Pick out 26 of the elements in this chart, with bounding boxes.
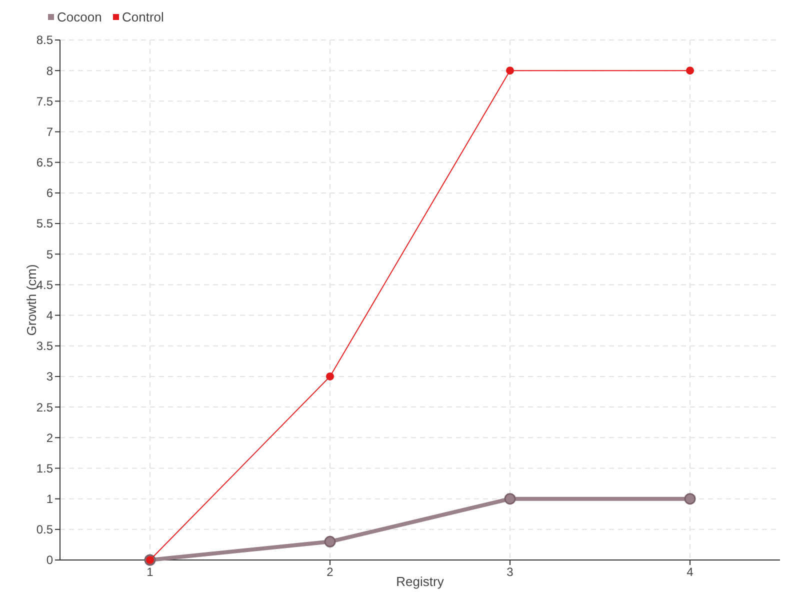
y-tick-label: 0 (46, 553, 54, 568)
x-tick-label: 1 (146, 565, 154, 579)
y-tick-label: 5 (46, 247, 54, 262)
y-tick-label: 8 (46, 64, 54, 78)
x-axis-title: Registry (396, 574, 444, 589)
x-tick-label: 4 (686, 565, 694, 579)
y-tick-label: 4.5 (36, 278, 54, 292)
y-tick-label: 1.5 (36, 461, 54, 476)
y-tick-label: 7.5 (36, 94, 54, 108)
y-tick-label: 3.5 (36, 339, 54, 354)
y-tick-label: 2.5 (36, 400, 54, 414)
y-tick-label: 7 (46, 124, 54, 139)
y-tick-label: 6 (46, 186, 54, 200)
y-tick-label: 1 (46, 492, 54, 506)
y-axis-title: Growth (cm) (24, 264, 39, 336)
x-tick-label: 2 (326, 565, 334, 579)
y-tick-label: 6.5 (36, 156, 54, 170)
y-tick-label: 5.5 (36, 216, 54, 231)
y-tick-label: 0.5 (36, 522, 54, 537)
legend-label: Control (122, 10, 164, 25)
y-tick-label: 3 (46, 370, 54, 384)
legend-label: Cocoon (57, 10, 102, 25)
y-tick-label: 8.5 (36, 33, 54, 48)
y-tick-label: 4 (46, 308, 54, 322)
y-tick-label: 2 (46, 430, 54, 445)
x-tick-label: 3 (506, 565, 514, 579)
